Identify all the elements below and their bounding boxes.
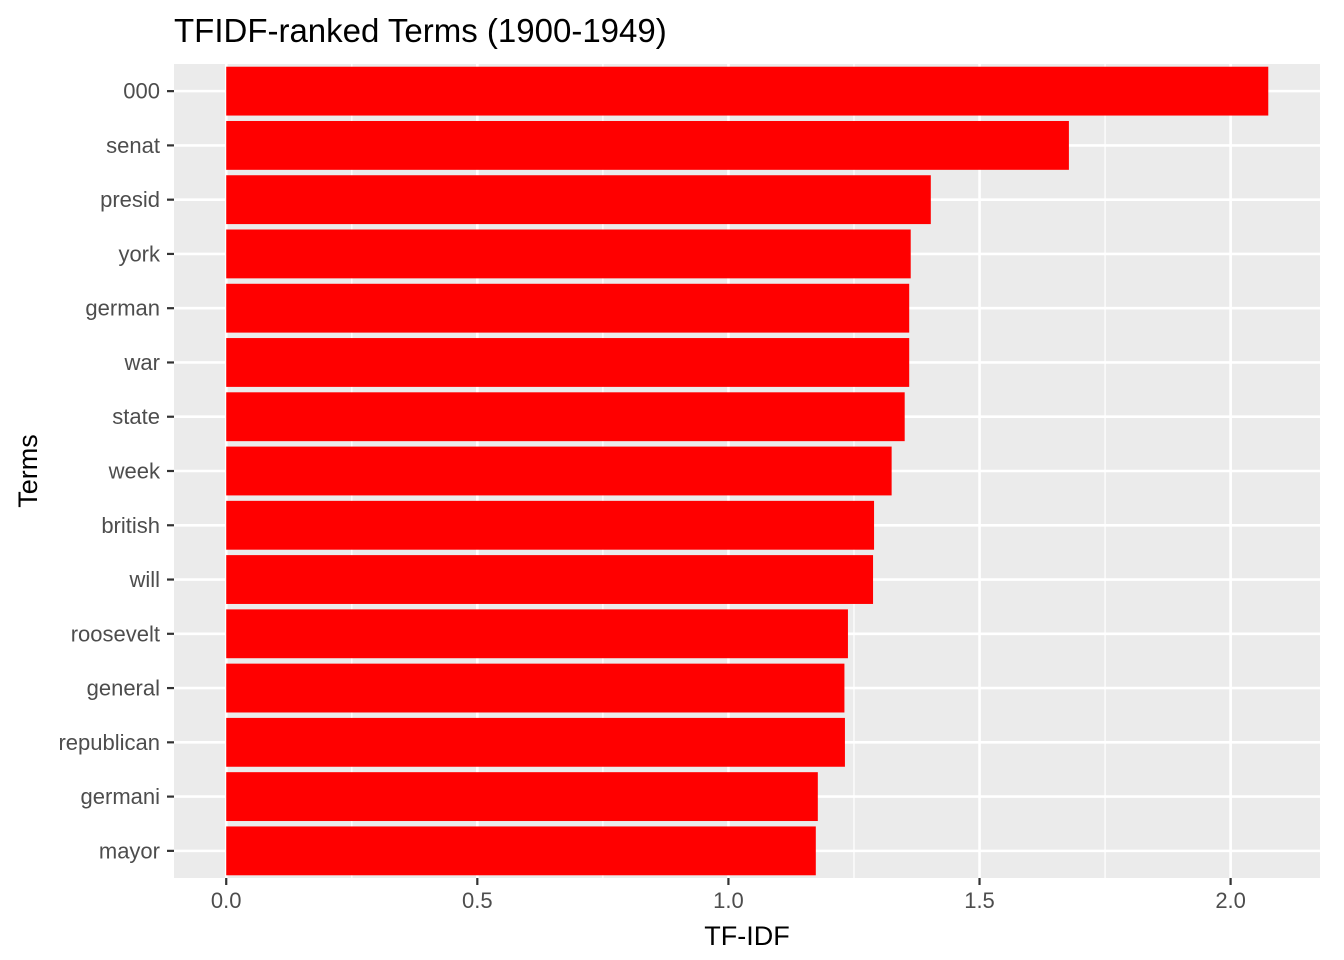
x-tick-label: 1.0 (713, 888, 744, 913)
y-tick-label: will (128, 567, 160, 592)
bar-york (226, 229, 911, 279)
bar-general (226, 663, 845, 713)
bars (226, 66, 1269, 876)
chart-title: TFIDF-ranked Terms (1900-1949) (174, 12, 667, 49)
bar-state (226, 392, 905, 442)
bar-roosevelt (226, 609, 848, 659)
x-axis: 0.0 0.5 1.0 1.5 2.0 (211, 878, 1246, 913)
y-axis-title: Terms (13, 434, 43, 508)
bar-republican (226, 717, 845, 767)
y-tick-label: senat (106, 133, 160, 158)
bar-presid (226, 175, 931, 225)
bar-senat (226, 120, 1069, 170)
bar-germani (226, 772, 818, 822)
y-tick-label: republican (58, 730, 160, 755)
bar-german (226, 283, 910, 333)
x-tick-label: 0.5 (462, 888, 493, 913)
y-tick-label: mayor (99, 838, 160, 863)
y-tick-label: week (108, 459, 161, 484)
y-tick-label: state (112, 404, 160, 429)
bar-war (226, 338, 910, 387)
y-tick-label: british (101, 513, 160, 538)
y-tick-label: york (118, 241, 161, 266)
x-axis-title: TF-IDF (704, 921, 789, 951)
x-tick-label: 0.0 (211, 888, 242, 913)
x-tick-label: 1.5 (964, 888, 995, 913)
y-tick-label: presid (100, 187, 160, 212)
y-tick-label: roosevelt (71, 621, 160, 646)
bar-000 (226, 66, 1269, 116)
bar-mayor (226, 826, 816, 876)
bar-british (226, 500, 875, 550)
bar-week (226, 446, 892, 496)
y-tick-label: general (87, 676, 160, 701)
y-tick-label: war (124, 350, 160, 375)
y-tick-label: 000 (123, 79, 160, 104)
y-axis: 000 senat presid york german war state week brit… (58, 79, 174, 863)
y-tick-label: germani (81, 784, 160, 809)
x-tick-label: 2.0 (1215, 888, 1246, 913)
y-tick-label: german (85, 296, 160, 321)
bar-will (226, 555, 874, 604)
